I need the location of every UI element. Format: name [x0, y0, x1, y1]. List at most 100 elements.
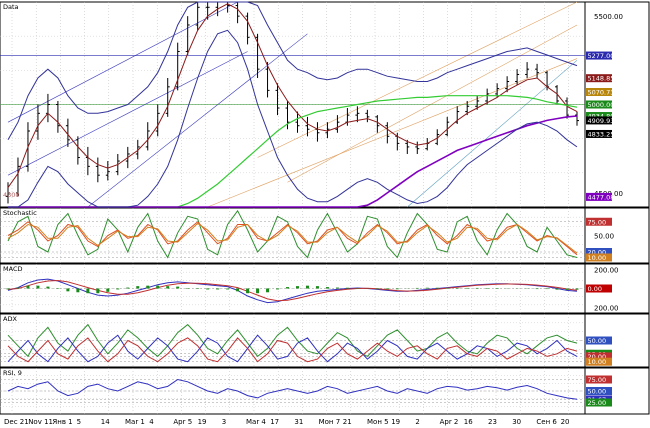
value-tag-text: 4477.08 — [588, 193, 615, 201]
value-tag-box — [586, 192, 612, 201]
macd-histogram-bar — [445, 287, 449, 289]
macd-histogram-bar — [535, 288, 539, 290]
x-tick-label: 5 — [77, 418, 81, 426]
macd-histogram-bar — [256, 288, 260, 294]
value-tag-box — [586, 284, 612, 293]
macd-histogram-bar — [246, 288, 250, 294]
macd-histogram-bar — [575, 288, 579, 290]
value-tag-box — [586, 336, 612, 345]
trend-channel-line — [7, 51, 248, 176]
panel-title-stochastic: Stochastic — [3, 209, 37, 217]
x-tick-label: Nov 11 — [28, 418, 53, 426]
value-tag-text: 0.00 — [588, 285, 602, 293]
value-tag-box — [586, 88, 612, 97]
macd-histogram-bar — [415, 287, 419, 289]
value-tag-text: 4833.25 — [588, 130, 615, 138]
value-tag-box — [586, 217, 612, 226]
macd-histogram-bar — [136, 286, 140, 289]
macd-histogram-bar — [325, 287, 329, 289]
x-tick-label: 16 — [464, 418, 473, 426]
value-tag-text: 20.00 — [588, 353, 607, 361]
macd-histogram-bar — [475, 287, 479, 289]
value-tag-text: 25.00 — [588, 399, 607, 407]
value-tag-text: 4909.93 — [588, 117, 615, 125]
macd-histogram-bar — [435, 287, 439, 289]
value-tag-box — [586, 100, 612, 109]
macd-histogram-bar — [76, 288, 80, 293]
x-tick-label: 17 — [270, 418, 279, 426]
macd-histogram-bar — [345, 287, 349, 289]
y-tick-label: 200.00 — [594, 304, 619, 312]
macd-histogram-bar — [335, 287, 339, 289]
macd-histogram-bar — [116, 288, 120, 290]
macd-histogram-bar — [156, 285, 160, 289]
x-tick-label: 2 — [415, 418, 419, 426]
macd-histogram-bar — [96, 288, 100, 294]
macd-histogram-bar — [86, 288, 90, 294]
value-tag-text: 75.00 — [588, 218, 607, 226]
x-tick-label: Apr 2 — [440, 418, 459, 426]
corner-label: 4300 — [3, 191, 20, 199]
macd-histogram-bar — [555, 288, 559, 290]
value-tag-box — [586, 253, 612, 262]
series-line-k — [7, 209, 578, 259]
macd-histogram-bar — [176, 286, 180, 289]
value-tag-box — [586, 51, 612, 60]
x-tick-label: Mar 1 — [125, 418, 145, 426]
panel-title-macd: MACD — [3, 265, 22, 273]
series-line-ma_short — [7, 3, 578, 188]
x-tick-label: Apr 5 — [173, 418, 192, 426]
value-tag-box — [586, 357, 612, 366]
value-tag-box — [586, 375, 612, 384]
macd-histogram-bar — [66, 288, 70, 292]
macd-histogram-bar — [16, 287, 20, 289]
value-tag-text: 5000.00 — [588, 101, 615, 109]
macd-histogram-bar — [106, 288, 110, 292]
trend-channel-line — [257, 1, 578, 158]
trend-channel-line — [287, 24, 578, 183]
macd-histogram-bar — [385, 288, 389, 290]
value-tag-box — [586, 129, 612, 138]
trend-channel-line — [407, 60, 578, 208]
macd-histogram-bar — [425, 287, 429, 289]
macd-histogram-bar — [26, 285, 30, 289]
series-line-adx — [7, 323, 578, 358]
value-tag-box — [586, 112, 612, 121]
series-line-signal — [7, 279, 578, 302]
value-tag-text: 50.00 — [588, 388, 607, 396]
macd-histogram-bar — [146, 285, 150, 289]
panel-title-adx: ADX — [3, 315, 17, 323]
macd-histogram-bar — [6, 288, 10, 290]
x-tick-label: Mar 4 — [246, 418, 266, 426]
value-tag-text: 5148.85 — [588, 75, 615, 83]
value-tag-text: 75.00 — [588, 376, 607, 384]
series-line-band_upper — [7, 1, 578, 141]
series-line-band_lower — [8, 29, 578, 208]
series-line-slow — [7, 222, 578, 254]
macd-histogram-bar — [36, 285, 40, 289]
series-line-rsi — [7, 378, 578, 400]
value-tag-box — [586, 387, 612, 395]
value-tag-text: 50.00 — [588, 337, 607, 345]
macd-histogram-bar — [295, 286, 299, 289]
x-tick-label: 23 — [488, 418, 497, 426]
x-tick-label: 21 — [343, 418, 352, 426]
value-tag-box — [586, 248, 612, 256]
macd-histogram-bar — [236, 288, 240, 292]
macd-histogram-bar — [305, 285, 309, 289]
x-tick-label: 4 — [149, 418, 154, 426]
value-tag-box — [586, 116, 612, 125]
macd-histogram-bar — [226, 288, 230, 290]
x-tick-label: 30 — [512, 418, 521, 426]
value-tag-box — [586, 74, 612, 83]
macd-histogram-bar — [166, 286, 170, 289]
x-tick-label: 20 — [561, 418, 570, 426]
macd-histogram-bar — [216, 288, 220, 290]
macd-histogram-bar — [465, 287, 469, 289]
x-tick-label: 19 — [391, 418, 400, 426]
y-tick-label: 200.00 — [594, 267, 619, 275]
x-tick-label: 14 — [101, 418, 110, 426]
x-tick-label: Dec 21 — [4, 418, 29, 426]
x-tick-label: 3 — [222, 418, 226, 426]
macd-histogram-bar — [126, 287, 130, 289]
